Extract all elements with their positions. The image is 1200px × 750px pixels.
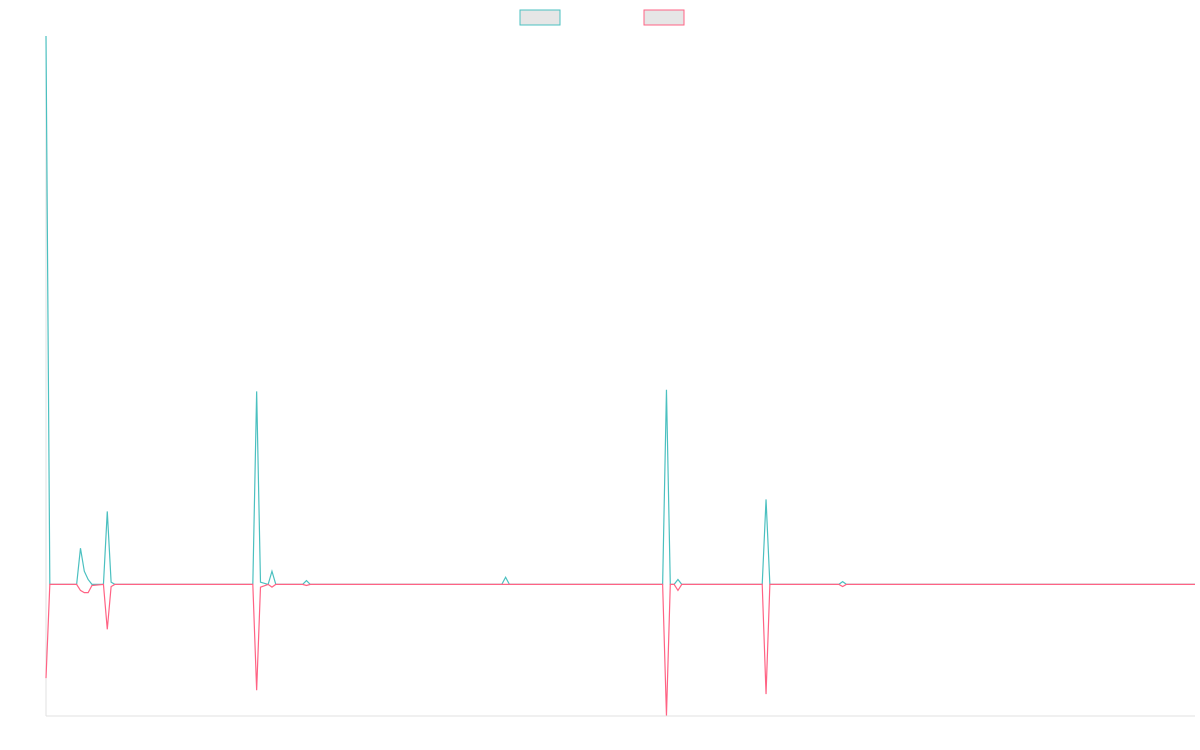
legend-swatch xyxy=(519,9,561,26)
series-line xyxy=(45,583,1195,716)
series-line xyxy=(45,35,1195,586)
legend-swatch xyxy=(643,9,685,26)
plot-area xyxy=(45,35,1195,716)
legend xyxy=(519,9,685,26)
